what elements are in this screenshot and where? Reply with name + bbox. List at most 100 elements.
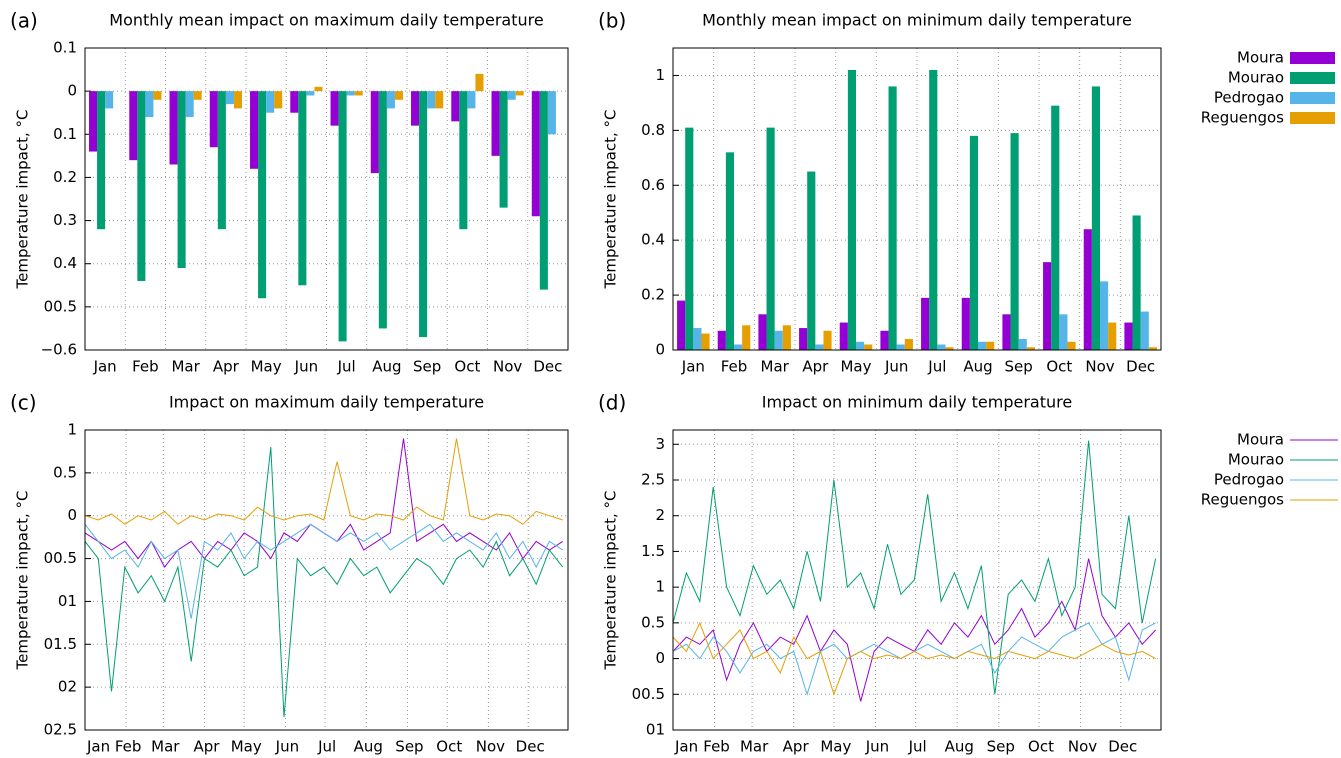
plot-frame [672,429,1162,731]
x-tick-label: Dec [1108,738,1137,756]
bar [177,91,186,269]
bar [1002,314,1011,350]
x-tick-label: Jun [275,738,299,756]
bar [185,91,194,118]
x-tick-label: Jan [93,358,117,376]
x-tick-label: Oct [454,358,480,376]
x-tick-label: Feb [132,358,159,376]
y-tick-label: 0 [655,341,665,359]
bar [258,91,267,299]
y-tick-label: 1 [655,578,665,596]
bar [338,91,347,342]
bar [233,91,242,109]
x-tick-label: Jan [681,358,705,376]
legend-label: Mourao [1228,451,1284,469]
bar [499,91,508,208]
y-tick-label: 0 [67,506,77,524]
bar [1051,105,1060,351]
legend-label: Reguengos [1201,109,1284,127]
chart-title: Monthly mean impact on maximum daily tem… [109,11,543,30]
bar [937,344,946,350]
x-tick-label: Sep [413,358,441,376]
bar [685,127,694,350]
bar [717,330,726,350]
x-tick-label: May [231,738,262,756]
bar [475,73,484,92]
legend-label: Mourao [1228,69,1284,87]
bar [354,91,363,96]
bar [1067,341,1076,350]
chart-title: Monthly mean impact on minimum daily tem… [702,11,1132,30]
bar [1140,311,1149,350]
bar [742,325,751,350]
bar [435,91,444,109]
bar [823,330,832,350]
x-tick-label: Aug [372,358,401,376]
legend-label: Moura [1237,431,1284,449]
x-tick-label: Mar [740,738,769,756]
legend-label: Pedrogao [1214,471,1284,489]
series-line [84,447,564,718]
plot-frame [84,47,569,351]
bar [961,297,970,350]
y-tick-label: 0 [67,82,77,100]
chart-title: Impact on maximum daily temperature [169,393,484,412]
x-tick-label: Aug [963,358,992,376]
bar [847,69,856,351]
series-line [84,438,563,525]
y-axis-label: Temperature impact, °C [602,491,620,671]
x-tick-label: Dec [533,358,562,376]
bar [734,344,743,350]
bar [986,341,995,350]
bar [864,344,873,350]
series-line [672,440,1157,695]
bar [1083,229,1092,350]
x-tick-label: May [840,358,871,376]
legend-swatch [1290,72,1335,84]
bar [799,328,808,350]
x-tick-label: Dec [516,738,545,756]
y-tick-label: 1.5 [641,542,665,560]
x-tick-label: Aug [354,738,383,756]
bar [1124,322,1133,350]
plot-frame [84,429,569,731]
bar [766,127,775,350]
bar [491,91,500,156]
y-tick-label: −0.6 [41,341,77,359]
x-tick-label: Sep [1005,358,1033,376]
bar [725,152,734,350]
bar [145,91,154,118]
bar [929,69,938,351]
x-tick-label: Nov [1085,358,1114,376]
bar [250,91,259,169]
bar [411,91,420,126]
series-line [672,621,1156,696]
x-tick-label: Jul [317,738,336,756]
y-tick-label: 1 [655,66,665,84]
bar [370,91,379,174]
plot-frame [672,47,1162,351]
bar [346,91,355,96]
y-tick-label: 0.4 [641,231,665,249]
bar [1059,314,1068,350]
bar [969,135,978,350]
panel-label: (c) [10,391,37,415]
bar [89,91,98,152]
bar [427,91,436,109]
bar [539,91,548,290]
bar [807,171,816,350]
bar [839,322,848,350]
panel-label: (d) [598,391,626,415]
y-tick-label: 3 [655,435,665,453]
x-tick-label: Oct [436,738,462,756]
bar [467,91,476,109]
bar [921,297,930,350]
y-axis-label: Temperature impact, °C [602,110,620,290]
y-tick-label: 01 [58,592,77,610]
y-tick-label: 0.2 [53,168,77,186]
bar [306,91,315,96]
legend-label: Pedrogao [1214,89,1284,107]
bar [378,91,387,329]
bar [693,328,702,350]
bar [531,91,540,217]
